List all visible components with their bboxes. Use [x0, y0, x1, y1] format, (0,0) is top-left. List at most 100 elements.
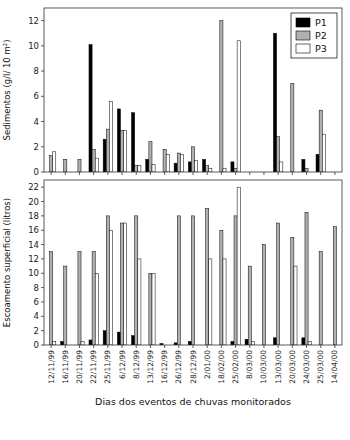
y-tick-label: 4 — [34, 117, 39, 127]
x-tick-label: 14/04/00 — [330, 350, 339, 384]
bar — [106, 129, 109, 172]
bar — [146, 159, 149, 172]
bar — [291, 84, 294, 172]
y-tick — [41, 330, 44, 331]
bar — [191, 216, 194, 345]
bars — [50, 21, 326, 172]
y-tick-label: 22 — [28, 182, 39, 192]
x-tick-label: 20/11/99 — [75, 350, 84, 384]
y-tick-label: 6 — [34, 297, 39, 307]
bar — [195, 161, 198, 172]
bar — [273, 33, 276, 172]
bar — [262, 245, 265, 345]
x-tick — [221, 345, 222, 348]
x-tick — [334, 345, 335, 348]
y-tick — [41, 187, 44, 188]
plot-area — [44, 180, 342, 345]
y-tick — [41, 201, 44, 202]
bar — [319, 110, 322, 172]
x-tick — [178, 345, 179, 348]
bar — [163, 149, 166, 172]
y-tick — [41, 230, 44, 231]
bar — [92, 149, 95, 172]
bar — [132, 113, 135, 172]
bar — [206, 209, 209, 345]
bar — [220, 230, 223, 345]
x-tick-label: 13/03/00 — [274, 350, 283, 384]
y-tick — [41, 146, 44, 147]
x-tick — [150, 345, 151, 348]
bar — [248, 266, 251, 345]
bar — [209, 168, 212, 172]
x-tick — [178, 172, 179, 175]
x-tick-label: 18/02/00 — [217, 350, 226, 384]
bar — [294, 266, 297, 345]
x-tick — [207, 172, 208, 175]
x-tick-label: 16/11/99 — [61, 350, 70, 384]
legend-swatch — [296, 44, 310, 53]
bar — [64, 266, 67, 345]
x-tick-label: 26/12/99 — [174, 350, 183, 384]
plot-area — [44, 8, 342, 172]
y-tick-label: 8 — [34, 283, 39, 293]
y-tick-label: 12 — [28, 16, 39, 26]
bar — [237, 41, 240, 172]
bar — [234, 168, 237, 172]
x-tick — [278, 345, 279, 348]
bar — [316, 154, 319, 172]
x-tick — [249, 172, 250, 175]
x-tick — [93, 345, 94, 348]
bar — [124, 130, 127, 172]
y-tick-label: 12 — [28, 254, 39, 264]
legend: P1P2P3 — [291, 13, 337, 58]
y-tick-label: 18 — [28, 211, 39, 221]
x-tick — [193, 345, 194, 348]
x-tick — [278, 172, 279, 175]
x-tick-label: 8/12/99 — [132, 350, 141, 379]
bar — [106, 216, 109, 345]
bar — [223, 259, 226, 345]
bar — [191, 147, 194, 172]
bar — [109, 101, 112, 172]
y-tick — [41, 96, 44, 97]
bar — [280, 162, 283, 172]
y-tick — [41, 244, 44, 245]
legend-swatch — [296, 18, 310, 27]
y-tick — [41, 172, 44, 173]
bar — [103, 331, 106, 345]
bar — [231, 162, 234, 172]
y-tick — [41, 20, 44, 21]
bar — [291, 237, 294, 345]
bar — [53, 152, 56, 172]
bar — [188, 341, 191, 345]
x-tick-label: 6/12/99 — [118, 350, 127, 379]
x-tick — [207, 345, 208, 348]
y-tick — [41, 215, 44, 216]
x-tick — [292, 345, 293, 348]
y-tick — [41, 301, 44, 302]
x-tick-label: 28/12/99 — [189, 350, 198, 384]
x-tick-label: 10/03/00 — [259, 350, 268, 384]
bar — [109, 230, 112, 345]
x-tick — [306, 172, 307, 175]
bar — [245, 339, 248, 345]
bar — [152, 164, 155, 172]
x-tick-label: 24/03/00 — [302, 350, 311, 384]
bars — [50, 187, 337, 345]
legend-box — [291, 13, 337, 58]
bar — [305, 168, 308, 172]
y-tick — [41, 258, 44, 259]
bar — [177, 153, 180, 172]
x-tick — [136, 345, 137, 348]
bar — [188, 162, 191, 172]
y-tick — [41, 121, 44, 122]
bar — [78, 252, 81, 345]
y-tick — [41, 45, 44, 46]
bar — [50, 156, 53, 172]
bar — [209, 259, 212, 345]
x-tick — [65, 345, 66, 348]
x-tick — [306, 345, 307, 348]
legend-label: P1 — [315, 17, 327, 28]
bar — [138, 259, 141, 345]
figure: 024681012Sedimentos (g/l/ 10 m²)P1P2P302… — [0, 0, 350, 440]
